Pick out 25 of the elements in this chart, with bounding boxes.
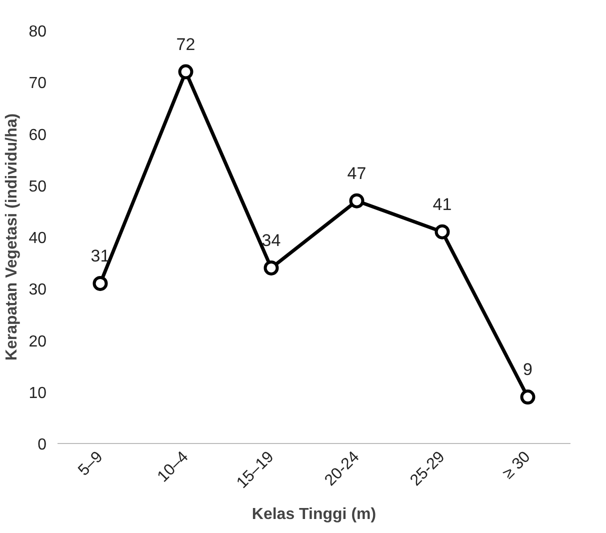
y-tick-label: 70 xyxy=(28,75,47,92)
y-tick-label: 20 xyxy=(28,333,47,350)
y-tick-label: 80 xyxy=(28,24,47,40)
data-label: 9 xyxy=(523,360,532,380)
data-label: 31 xyxy=(90,246,110,266)
point xyxy=(520,390,536,405)
point xyxy=(92,276,108,291)
y-tick-label: 60 xyxy=(28,126,47,144)
y-tick-label: 30 xyxy=(28,282,47,299)
y-tick-label: 10 xyxy=(28,384,47,402)
point xyxy=(434,224,450,240)
x-tick-label: 5–9 xyxy=(75,448,106,480)
y-tick-label: 0 xyxy=(38,436,47,454)
x-tick-label: ≥ 30 xyxy=(500,448,534,482)
point xyxy=(264,260,279,276)
point xyxy=(178,64,194,80)
data-label: 34 xyxy=(262,230,281,250)
data-label: 72 xyxy=(176,34,196,54)
data-label: 41 xyxy=(432,194,452,214)
data-label: 47 xyxy=(347,164,366,183)
y-tick-label: 50 xyxy=(28,178,47,196)
y-axis-title: Kerapatan Vegetasi (individu/ha) xyxy=(4,113,21,361)
x-axis-title: Kelas Tinggi (m) xyxy=(252,506,376,523)
y-tick-label: 40 xyxy=(28,230,47,247)
point xyxy=(349,193,364,208)
